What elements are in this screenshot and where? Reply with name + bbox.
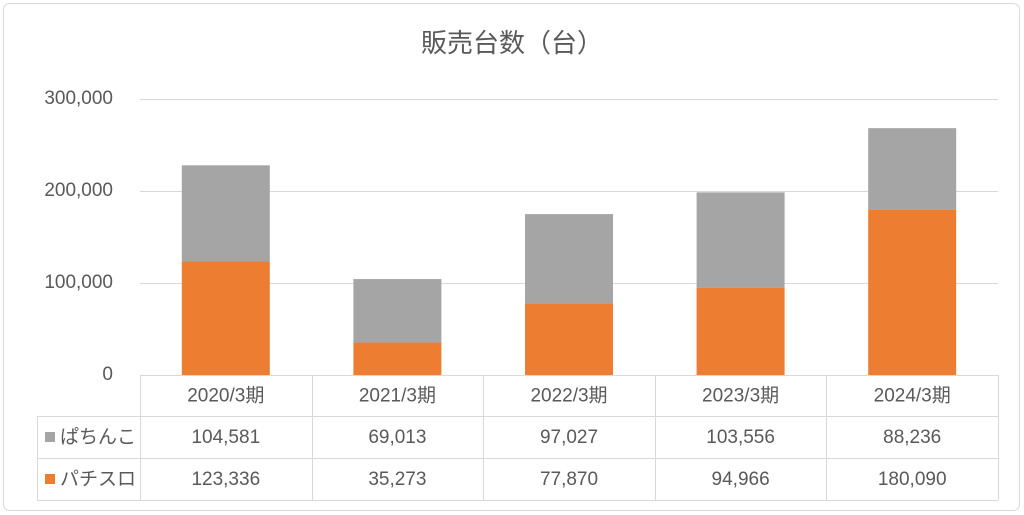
bar-segment-series2-cat3: [525, 303, 613, 375]
legend-key: [45, 432, 55, 442]
bar-segment-series2-cat2: [353, 342, 442, 375]
y-tick-label: 300,000: [44, 88, 113, 109]
bar-segment-series1-cat5: [868, 128, 957, 210]
data-table-cell: 88,236: [883, 427, 941, 448]
data-table-cell: 77,870: [540, 469, 598, 490]
bar-segment-series2-cat1: [181, 261, 270, 375]
legend-key: [45, 474, 55, 484]
y-tick-label: 100,000: [44, 272, 113, 293]
y-axis: 0 100,000 200,000 300,000: [44, 88, 113, 385]
legend-label: パチスロ: [60, 469, 136, 490]
data-table-cell: 123,336: [191, 469, 260, 490]
data-table-cell: 104,581: [191, 427, 260, 448]
bar-segment-series1-cat1: [181, 165, 270, 262]
bar-segment-series1-cat2: [353, 279, 442, 343]
data-table-cell: 103,556: [706, 427, 775, 448]
data-table-cell: 35,273: [368, 469, 426, 490]
bar-segment-series2-cat4: [696, 287, 785, 375]
x-tick-label: 2023/3期: [702, 385, 779, 407]
bar-segment-series1-cat4: [696, 192, 785, 288]
legend-label: ぱちんこ: [60, 426, 136, 448]
x-tick-label: 2024/3期: [874, 385, 951, 407]
y-tick-label: 200,000: [44, 180, 113, 201]
bar-segment-series1-cat3: [525, 214, 613, 304]
chart-frame: [3, 3, 1020, 511]
data-table-cell: 94,966: [712, 469, 770, 490]
data-table-cell: 69,013: [368, 427, 426, 448]
y-tick-label: 0: [102, 364, 113, 385]
chart-title: 販売台数（台）: [421, 28, 603, 58]
plot-bars: [181, 128, 957, 375]
x-tick-label: 2022/3期: [530, 385, 607, 407]
data-table-cell: 97,027: [540, 427, 598, 448]
bar-segment-series2-cat5: [868, 209, 957, 375]
data-table-cell: 180,090: [878, 469, 947, 490]
x-tick-label: 2021/3期: [359, 385, 436, 407]
x-tick-label: 2020/3期: [187, 385, 264, 407]
